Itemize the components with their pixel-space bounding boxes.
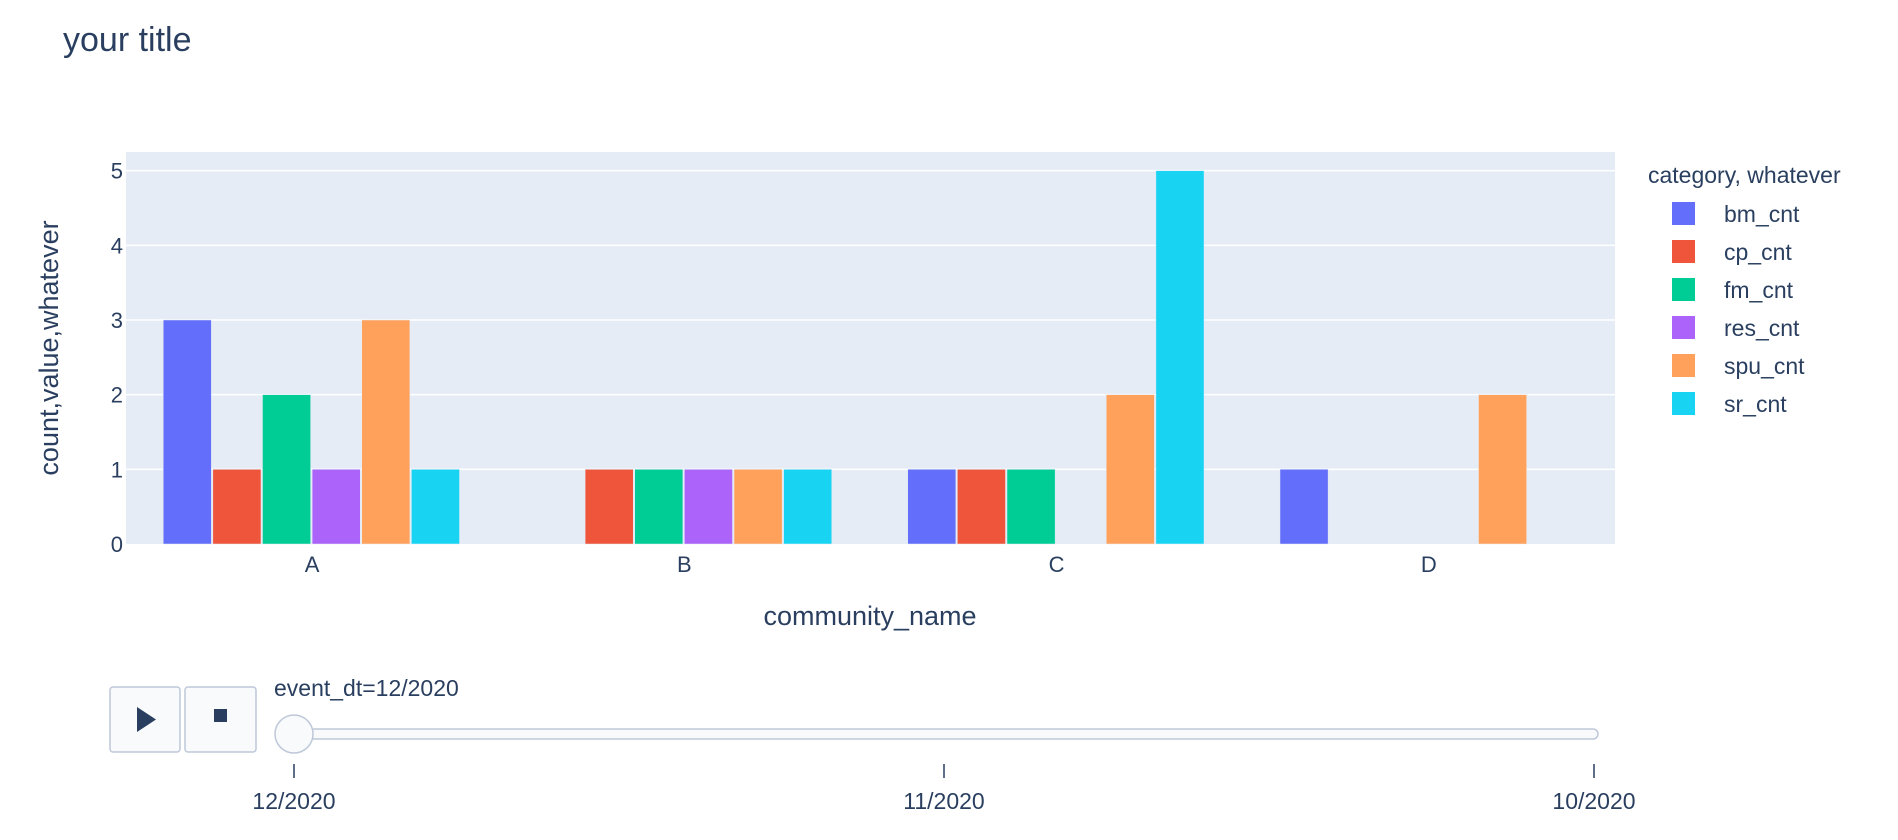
bar-res_cnt-A[interactable] xyxy=(311,469,361,545)
bar-cp_cnt-C[interactable] xyxy=(957,469,1006,545)
y-tick-label: 2 xyxy=(111,383,123,408)
bar-bm_cnt-A[interactable] xyxy=(162,319,212,545)
bar-fm_cnt-C[interactable] xyxy=(1006,469,1056,545)
bar-spu_cnt-B[interactable] xyxy=(733,469,783,545)
bar-fm_cnt-B[interactable] xyxy=(634,469,684,545)
x-tick-label: D xyxy=(1421,552,1437,577)
bar-fm_cnt-A[interactable] xyxy=(262,394,311,545)
x-tick-label: C xyxy=(1049,552,1065,577)
y-axis-ticks: 0 1 2 3 4 5 xyxy=(111,159,123,557)
x-tick-label: B xyxy=(677,552,692,577)
slider-current-value: event_dt=12/2020 xyxy=(274,675,459,701)
bar-sr_cnt-C[interactable] xyxy=(1155,170,1205,545)
play-button[interactable] xyxy=(109,686,181,753)
slider-step-label[interactable]: 11/2020 xyxy=(903,788,984,814)
y-tick-label: 5 xyxy=(111,159,123,184)
slider[interactable]: event_dt=12/2020 12/2020 11/2020 10/2020 xyxy=(252,675,1635,814)
legend: category, whatever bm_cnt cp_cnt fm_cntres… xyxy=(1648,162,1841,417)
bar-sr_cnt-A[interactable] xyxy=(411,469,460,545)
y-tick-label: 4 xyxy=(111,233,123,258)
bar-res_cnt-B[interactable] xyxy=(684,469,733,545)
y-tick-label: 3 xyxy=(111,308,123,333)
bar-bm_cnt-C[interactable] xyxy=(907,469,957,545)
bar-cp_cnt-B[interactable] xyxy=(584,469,634,545)
legend-swatch-cp_cnt xyxy=(1672,240,1695,263)
legend-swatch-fm_cnt xyxy=(1672,278,1695,301)
bar-bm_cnt-D[interactable] xyxy=(1279,469,1329,545)
stop-icon xyxy=(214,709,227,722)
slider-handle[interactable] xyxy=(274,714,314,754)
legend-swatch-spu_cnt xyxy=(1672,354,1695,377)
bar-sr_cnt-B[interactable] xyxy=(783,469,833,545)
slider-rail[interactable] xyxy=(293,728,1599,740)
x-axis-title: community_name xyxy=(763,601,976,631)
legend-label-fm_cnt: fm_cnt xyxy=(1724,277,1794,303)
legend-swatch-res_cnt xyxy=(1672,316,1695,339)
play-icon xyxy=(137,707,156,732)
stop-button[interactable] xyxy=(184,686,257,753)
legend-label-res_cnt: res_cnt xyxy=(1724,315,1800,341)
y-axis-title: count,value,whatever xyxy=(34,220,64,475)
legend-label-cp_cnt: cp_cnt xyxy=(1724,239,1792,265)
bar-cp_cnt-A[interactable] xyxy=(212,469,262,545)
legend-label-spu_cnt: spu_cnt xyxy=(1724,353,1805,379)
x-tick-label: A xyxy=(305,552,320,577)
slider-step-label[interactable]: 12/2020 xyxy=(252,788,335,814)
chart-title: your title xyxy=(63,21,192,59)
x-axis-ticks: A B C D xyxy=(305,552,1437,577)
legend-title: category, whatever xyxy=(1648,162,1841,188)
bars[interactable] xyxy=(162,170,1527,545)
legend-swatch-bm_cnt xyxy=(1672,202,1695,225)
bar-spu_cnt-A[interactable] xyxy=(361,319,411,545)
legend-label-sr_cnt: sr_cnt xyxy=(1724,391,1787,417)
y-tick-label: 0 xyxy=(111,532,123,557)
animation-controls xyxy=(109,686,257,753)
legend-label-bm_cnt: bm_cnt xyxy=(1724,201,1800,227)
slider-step-label[interactable]: 10/2020 xyxy=(1552,788,1635,814)
y-tick-label: 1 xyxy=(111,457,123,482)
legend-swatch-sr_cnt xyxy=(1672,392,1695,415)
bar-spu_cnt-D[interactable] xyxy=(1478,394,1527,545)
bar-spu_cnt-C[interactable] xyxy=(1106,394,1155,545)
